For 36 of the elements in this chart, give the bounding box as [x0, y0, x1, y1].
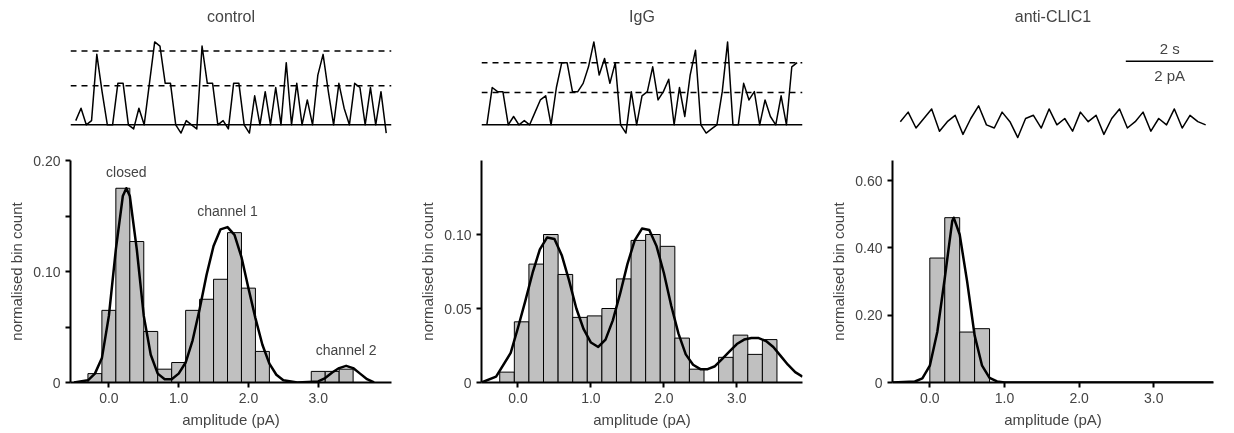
text: 2 s — [1159, 40, 1180, 58]
y-tick-label: 0.10 — [444, 226, 472, 243]
x-tick-label: 1.0 — [581, 389, 601, 406]
y-axis-title: normalised bin count — [419, 201, 437, 341]
text: 2 pA — [1154, 67, 1186, 85]
annotation: closed — [106, 164, 147, 181]
chart-title: anti-CLIC1 — [1014, 7, 1092, 25]
x-tick-label: 0.0 — [920, 389, 940, 406]
y-tick-label: 0.20 — [855, 307, 883, 324]
x-tick-label: 3.0 — [308, 389, 329, 406]
y-axis-title: normalised bin count — [8, 201, 26, 341]
y-tick-label: 0 — [463, 374, 472, 391]
annotation: channel 1 — [197, 203, 259, 220]
y-tick-label: 0 — [874, 374, 883, 391]
x-tick-label: 0.0 — [508, 389, 528, 406]
y-tick-label: 0.05 — [444, 300, 472, 317]
y-tick-label: 0.60 — [855, 172, 883, 189]
x-tick-label: 2.0 — [238, 389, 259, 406]
chart-title: control — [206, 7, 256, 25]
x-tick-label: 2.0 — [654, 389, 674, 406]
x-tick-label: 2.0 — [1069, 389, 1090, 406]
chart-title: IgG — [629, 7, 655, 25]
x-tick-label: 0.0 — [99, 389, 119, 406]
x-tick-label: 1.0 — [168, 389, 189, 406]
y-tick-label: 0.10 — [33, 263, 61, 280]
annotation: channel 2 — [315, 341, 377, 358]
x-tick-label: 1.0 — [994, 389, 1015, 406]
y-tick-label: 0 — [52, 374, 61, 391]
y-axis-title: normalised bin count — [830, 201, 848, 341]
x-tick-label: 3.0 — [1144, 389, 1164, 406]
x-axis-title: amplitude (pA) — [593, 410, 691, 428]
y-tick-label: 0.40 — [855, 239, 883, 256]
y-tick-label: 0.20 — [33, 152, 61, 169]
x-tick-label: 3.0 — [727, 389, 747, 406]
x-axis-title: amplitude (pA) — [182, 410, 280, 428]
x-axis-title: amplitude (pA) — [1004, 410, 1102, 428]
